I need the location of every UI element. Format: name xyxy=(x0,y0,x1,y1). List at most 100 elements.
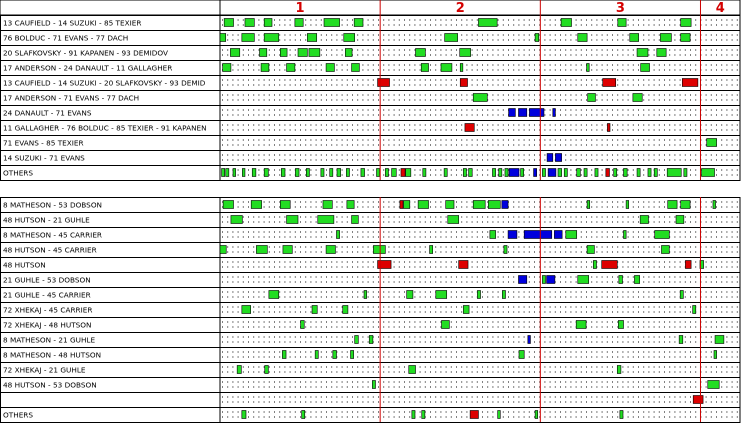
shift-bar-blue xyxy=(546,153,554,162)
shift-bar-green xyxy=(336,168,341,177)
shift-bar-green xyxy=(616,365,622,374)
period-label-3: 3 xyxy=(616,1,625,16)
row-label: 72 XHEKAJ - 48 HUTSON xyxy=(3,321,92,330)
shift-bar-green xyxy=(593,260,597,269)
shift-bar-green xyxy=(336,230,340,239)
shift-bar-green xyxy=(498,168,503,177)
shift-bar-red xyxy=(602,78,617,87)
shift-bar-red xyxy=(681,78,699,87)
shift-bar-green xyxy=(403,200,411,209)
row-label: 8 MATHESON - 45 CARRIER xyxy=(3,231,102,240)
shift-bar-green xyxy=(280,48,288,57)
shift-bar-blue xyxy=(552,108,556,117)
shift-bar-green xyxy=(445,200,455,209)
row-label: 48 HUTSON - 53 DOBSON xyxy=(3,381,97,390)
shift-bar-green xyxy=(577,33,588,42)
shift-bar-red xyxy=(464,123,475,132)
shift-bar-green xyxy=(225,168,230,177)
shift-bar-green xyxy=(575,320,587,329)
shift-bar-blue xyxy=(518,275,528,284)
shift-bar-green xyxy=(459,63,464,72)
shift-bar-green xyxy=(679,290,684,299)
row-label: 8 MATHESON - 53 DOBSON xyxy=(3,201,102,210)
row-label: 72 XHEKAJ - 21 GUHLE xyxy=(3,366,86,375)
shift-bar-blue xyxy=(529,108,545,117)
shift-bar-green xyxy=(317,215,335,224)
shift-bar-green xyxy=(363,290,367,299)
shift-bar-blue xyxy=(546,275,556,284)
shift-bar-green xyxy=(435,290,448,299)
shift-bar-green xyxy=(661,245,670,254)
shift-bar-green xyxy=(251,168,257,177)
shift-bar-blue xyxy=(533,168,537,177)
shift-bar-green xyxy=(372,380,376,389)
shift-bar-green xyxy=(280,200,291,209)
shift-bar-green xyxy=(230,48,241,57)
shift-bar-green xyxy=(376,168,380,177)
shift-bar-green xyxy=(459,48,471,57)
shift-bar-red xyxy=(601,260,618,269)
shift-bar-green xyxy=(653,168,658,177)
shift-bar-green xyxy=(297,48,308,57)
shift-bar-green xyxy=(625,200,630,209)
shift-bar-green xyxy=(264,365,269,374)
shift-bar-green xyxy=(463,168,467,177)
shift-bar-green xyxy=(322,200,333,209)
shift-bar-green xyxy=(263,168,269,177)
shift-bar-green xyxy=(263,18,273,27)
shift-bar-green xyxy=(306,168,310,177)
shift-bar-green xyxy=(706,138,717,147)
shift-bar-green xyxy=(502,290,506,299)
row-label: 11 GALLAGHER - 76 BOLDUC - 85 TEXIER - 9… xyxy=(3,124,207,133)
shift-bar-green xyxy=(678,335,684,344)
shift-bar-green xyxy=(343,33,355,42)
shift-bar-green xyxy=(586,200,591,209)
shift-bar-green xyxy=(295,168,300,177)
shift-bar-green xyxy=(286,63,296,72)
shift-bar-green xyxy=(447,215,459,224)
shift-bar-green xyxy=(417,200,429,209)
shift-bar-green xyxy=(415,48,426,57)
shift-bar-green xyxy=(576,168,581,177)
period-label-2: 2 xyxy=(456,1,465,16)
shift-bar-green xyxy=(422,168,427,177)
row-label: 71 EVANS - 85 TEXIER xyxy=(3,139,84,148)
shift-bar-green xyxy=(680,200,691,209)
shift-bar-green xyxy=(411,410,416,419)
shift-bar-blue xyxy=(547,168,557,177)
shift-bar-green xyxy=(613,168,618,177)
shift-bar-green xyxy=(478,18,498,27)
shift-bar-green xyxy=(444,33,458,42)
row-label: 13 CAUFIELD - 14 SUZUKI - 85 TEXIER xyxy=(3,19,141,28)
shift-bar-green xyxy=(421,410,426,419)
shift-bar-green xyxy=(263,33,280,42)
shift-bar-green xyxy=(619,410,624,419)
shift-bar-green xyxy=(241,305,251,314)
shift-bar-green xyxy=(557,168,562,177)
section-frame xyxy=(0,15,741,181)
shift-bar-red xyxy=(399,200,404,209)
shift-bar-red xyxy=(692,395,704,404)
shift-bar-green xyxy=(640,63,650,72)
shift-bar-green xyxy=(405,168,412,177)
shift-bar-green xyxy=(617,18,627,27)
shift-bar-green xyxy=(282,350,287,359)
shift-bar-green xyxy=(712,200,716,209)
shift-bar-green xyxy=(518,350,525,359)
shift-bar-green xyxy=(443,168,448,177)
shift-bar-green xyxy=(656,48,667,57)
shift-bar-red xyxy=(469,410,479,419)
shift-bar-green xyxy=(587,93,596,102)
shift-bar-green xyxy=(354,335,359,344)
period-label-4: 4 xyxy=(716,1,725,16)
shift-bar-red xyxy=(607,123,611,132)
shift-bar-green xyxy=(520,168,524,177)
shift-bar-green xyxy=(534,410,539,419)
shift-bar-green xyxy=(660,33,672,42)
row-label: 48 HUTSON - 45 CARRIER xyxy=(3,246,97,255)
shift-bar-red xyxy=(605,168,610,177)
shift-bar-green xyxy=(632,93,643,102)
shift-bar-green xyxy=(282,245,293,254)
row-label: 24 DANAULT - 71 EVANS xyxy=(3,109,92,118)
shift-bar-green xyxy=(577,275,589,284)
